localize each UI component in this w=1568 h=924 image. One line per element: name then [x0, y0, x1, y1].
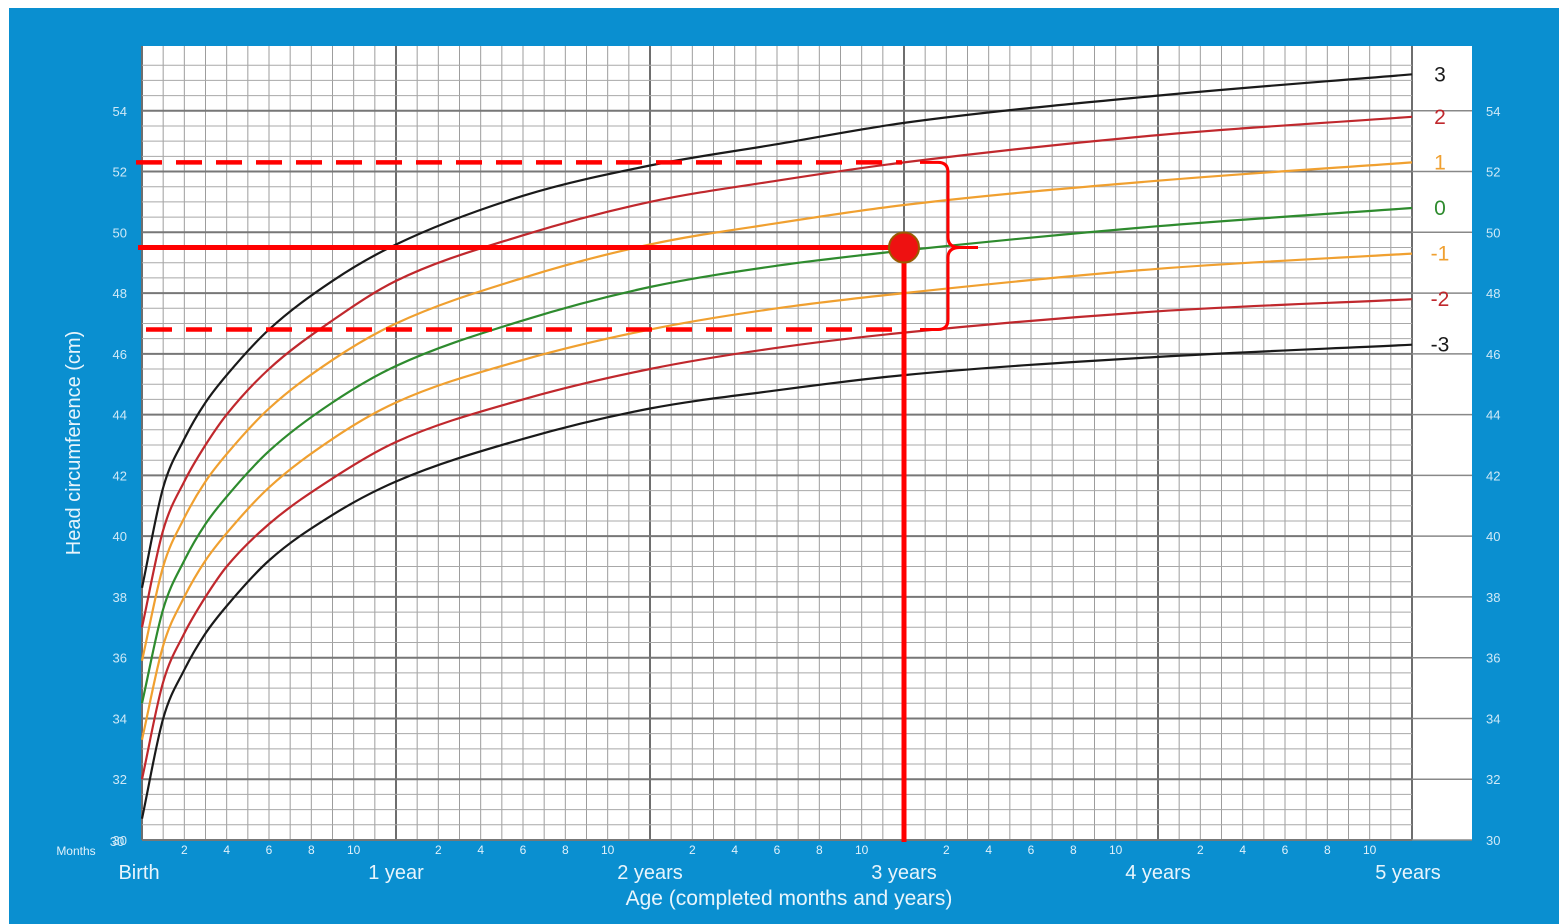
zscore-curve--1: [140, 252, 1413, 740]
year-label: 5 years: [1375, 862, 1441, 884]
month-tick-label: 6: [520, 843, 527, 857]
month-tick-label: 8: [1070, 843, 1077, 857]
x-axis-label: Age (completed months and years): [626, 887, 953, 910]
month-tick-label: 10: [1363, 843, 1377, 857]
zscore-label-0: 0: [1434, 197, 1446, 220]
year-label: Birth: [118, 862, 159, 884]
y-tick-label-right: 44: [1486, 408, 1500, 423]
y-tick-label-left: 44: [113, 408, 127, 423]
y-tick-label-left: 36: [113, 651, 127, 666]
y-tick-label-right: 54: [1486, 104, 1500, 119]
y-tick-label-right: 34: [1486, 711, 1500, 726]
month-tick-label: 6: [774, 843, 781, 857]
y-tick-label-left: 40: [113, 529, 127, 544]
y-tick-label-right: 38: [1486, 590, 1500, 605]
legend-panel: [1412, 46, 1472, 840]
month-tick-label: 4: [1239, 843, 1246, 857]
month-tick-label: 8: [308, 843, 315, 857]
month-tick-label: 8: [816, 843, 823, 857]
month-tick-label: 10: [855, 843, 869, 857]
plot-background: [142, 46, 1472, 840]
month-tick-label: 4: [985, 843, 992, 857]
year-label: 1 year: [368, 862, 424, 884]
month-tick-label: 8: [1324, 843, 1331, 857]
y-tick-label-left: 50: [113, 225, 127, 240]
y-tick-label-right: 30: [1486, 833, 1500, 848]
y-tick-label-left: 52: [113, 165, 127, 180]
month-tick-label: 4: [731, 843, 738, 857]
zscore-label-1: 1: [1434, 151, 1446, 174]
month-tick-label: 6: [1282, 843, 1289, 857]
year-label: 2 years: [617, 862, 683, 884]
month-tick-label: 4: [223, 843, 230, 857]
zscore-curve--2: [140, 298, 1413, 780]
y-tick-label-right: 36: [1486, 651, 1500, 666]
zscore-curve-3: [140, 73, 1413, 589]
chart-annotations: [136, 160, 978, 842]
y-tick-label-right: 32: [1486, 772, 1500, 787]
month-tick-label: 6: [1028, 843, 1035, 857]
month-tick-label: 6: [266, 843, 273, 857]
zscore-curve-1: [140, 161, 1413, 661]
y-tick-label-left: 32: [113, 772, 127, 787]
y-tick-label-left: 30: [113, 833, 127, 848]
y-tick-label-left: 48: [113, 286, 127, 301]
y-tick-label-right: 42: [1486, 468, 1500, 483]
month-tick-label: 2: [435, 843, 442, 857]
month-tick-label: 10: [347, 843, 361, 857]
month-tick-label: 10: [1109, 843, 1123, 857]
month-tick-label: 2: [181, 843, 188, 857]
month-tick-label: 2: [943, 843, 950, 857]
zscore-curve-0: [140, 206, 1413, 704]
zscore-label-3: 3: [1434, 63, 1446, 86]
y-tick-label-right: 52: [1486, 165, 1500, 180]
y-tick-label-right: 40: [1486, 529, 1500, 544]
year-label: 4 years: [1125, 862, 1191, 884]
y-tick-label-left: 34: [113, 711, 127, 726]
y-axis-label: Head circumference (cm): [63, 331, 85, 556]
month-tick-label: 8: [562, 843, 569, 857]
zscore-curves: [140, 73, 1413, 819]
zscore-label--3: -3: [1431, 334, 1450, 357]
zscore-label--1: -1: [1431, 243, 1450, 266]
month-tick-label: 2: [689, 843, 696, 857]
month-tick-label: 10: [601, 843, 615, 857]
zscore-label--2: -2: [1431, 288, 1450, 311]
month-tick-label: 4: [477, 843, 484, 857]
month-tick-label: 2: [1197, 843, 1204, 857]
y-tick-label-left: 42: [113, 468, 127, 483]
y-tick-label-left: 46: [113, 347, 127, 362]
y-tick-label-right: 50: [1486, 225, 1500, 240]
y-tick-label-right: 46: [1486, 347, 1500, 362]
months-label: Months: [56, 844, 95, 858]
zscore-curve--3: [140, 343, 1413, 819]
y-tick-label-left: 38: [113, 590, 127, 605]
x-tick-label: 30: [110, 834, 124, 849]
measurement-point: [888, 231, 920, 264]
y-tick-label-right: 48: [1486, 286, 1500, 301]
year-label: 3 years: [871, 862, 937, 884]
zscore-label-2: 2: [1434, 106, 1446, 129]
y-tick-label-left: 54: [113, 104, 127, 119]
zscore-labels: 3 2 1 0 -1 -2 -3: [1431, 63, 1450, 356]
range-bracket: [920, 160, 978, 332]
